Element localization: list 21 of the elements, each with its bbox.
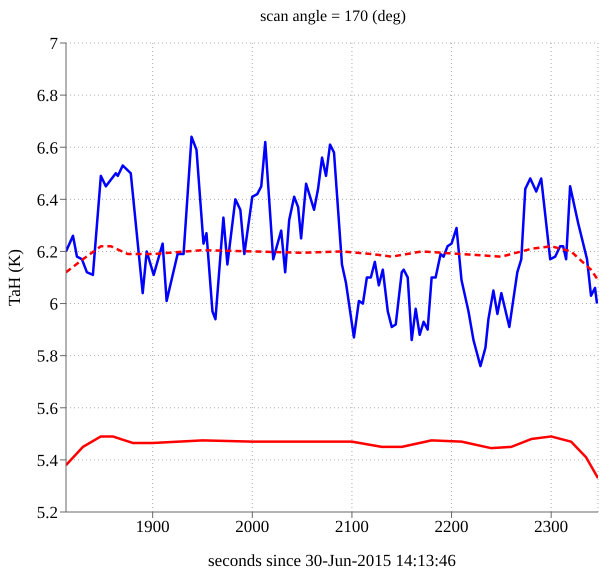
y-tick-label: 6.2	[36, 242, 58, 262]
y-tick-label: 7	[50, 34, 58, 54]
line-series	[66, 244, 598, 282]
chart-title: scan angle = 170 (deg)	[259, 8, 407, 26]
y-tick-label: 6.8	[36, 86, 58, 106]
y-tick-label: 6	[50, 294, 58, 314]
y-tick-label: 5.2	[36, 503, 58, 522]
y-tick-label: 5.8	[36, 346, 58, 366]
y-tick-label: 6.6	[36, 138, 58, 158]
x-tick-label: 2300	[534, 517, 568, 536]
line-series	[66, 136, 598, 368]
x-tick-label: 2200	[434, 517, 469, 536]
x-tick-label: 2100	[334, 517, 369, 536]
y-tick-label: 5.4	[36, 450, 58, 470]
x-tick-label: 2000	[235, 517, 270, 536]
line-series	[66, 435, 598, 480]
y-tick-label: 6.4	[36, 190, 58, 210]
y-axis-title: TaH (K)	[5, 249, 24, 306]
x-tick-label: 1900	[136, 517, 170, 536]
x-axis-title: seconds since 30-Jun-2015 14:13:46	[208, 551, 456, 568]
y-tick-label: 5.6	[36, 398, 58, 418]
